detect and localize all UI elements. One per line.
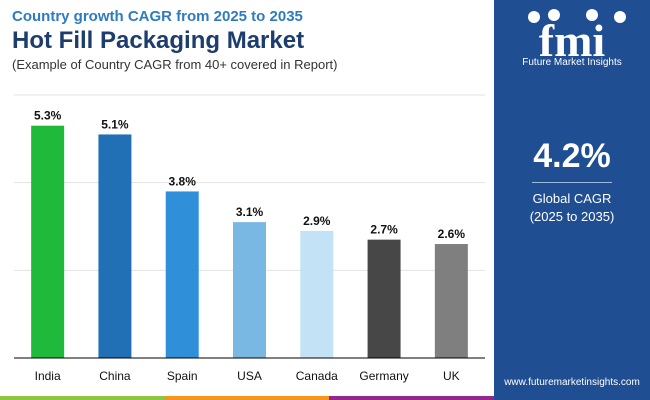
category-label-usa: USA [237, 369, 262, 383]
strip-segment-purple [329, 396, 495, 400]
value-label-uk: 2.6% [438, 227, 466, 241]
bar-germany [367, 239, 401, 358]
category-label-uk: UK [443, 369, 460, 383]
strip-segment-orange [164, 396, 330, 400]
chart-note: (Example of Country CAGR from 40+ covere… [12, 57, 338, 72]
value-label-india: 5.3% [34, 109, 62, 123]
chart-subtitle: Country growth CAGR from 2025 to 2035 [12, 8, 303, 25]
category-label-germany: Germany [359, 369, 408, 383]
value-label-china: 5.1% [101, 117, 129, 131]
value-label-canada: 2.9% [303, 214, 331, 228]
global-cagr-value: 4.2% [533, 137, 611, 175]
logo-dot-3-icon [586, 9, 598, 21]
global-cagr-label: Global CAGR (2025 to 2035) [494, 190, 650, 226]
value-label-germany: 2.7% [370, 223, 398, 237]
bar-chart: 5.3% India 5.1% China 3.8% Spain 3.1% USA 2.9% Ca… [14, 94, 485, 383]
category-label-china: China [99, 369, 131, 383]
logo-caption: Future Market Insights [522, 57, 622, 68]
bar-series: 5.3% India 5.1% China 3.8% Spain 3.1% USA 2.9% Ca… [31, 109, 468, 383]
value-label-usa: 3.1% [236, 205, 264, 219]
strip-segment-green [0, 396, 165, 400]
global-cagr-label-line2: (2025 to 2035) [529, 209, 615, 224]
value-label-spain: 3.8% [169, 174, 197, 188]
chart-panel: Country growth CAGR from 2025 to 2035 Ho… [0, 8, 495, 400]
bar-india [31, 125, 65, 358]
logo-dot-1-icon [528, 11, 540, 23]
fmi-logo: fmi [528, 9, 626, 66]
divider-line [532, 182, 612, 183]
website-link[interactable]: www.futuremarketinsights.com [504, 377, 640, 388]
summary-panel: fmi Future Market Insights 4.2% Global C… [494, 0, 650, 400]
category-label-spain: Spain [167, 369, 198, 383]
global-cagr-label-line1: Global CAGR [532, 191, 612, 206]
category-label-canada: Canada [296, 369, 338, 383]
footer-color-strip [0, 396, 495, 400]
chart-title: Hot Fill Packaging Market [12, 27, 305, 54]
bar-usa [233, 222, 266, 358]
bar-uk [434, 244, 468, 358]
bar-canada [300, 230, 334, 358]
logo-dot-2-icon [548, 9, 560, 21]
logo-dot-4-icon [614, 11, 626, 23]
bar-china [98, 134, 132, 358]
category-label-india: India [35, 369, 61, 383]
bar-spain [165, 191, 199, 358]
logo-text: fmi [539, 15, 606, 66]
